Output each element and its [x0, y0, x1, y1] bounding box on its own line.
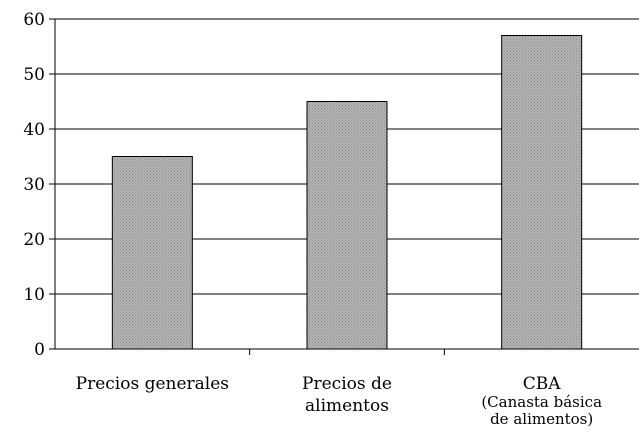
bar [111, 156, 193, 350]
x-category-sublabel: de alimentos) [490, 410, 593, 428]
y-tick-label: 30 [23, 175, 45, 195]
y-tick-label: 20 [23, 230, 45, 250]
x-category-sublabel: (Canasta básica [481, 393, 602, 411]
labels: 0 10 20 30 40 50 60 Precios generales Precios de… [23, 10, 602, 428]
y-tick-label: 50 [23, 65, 45, 85]
bar [306, 101, 388, 350]
bar [501, 35, 583, 350]
y-tick-label: 60 [23, 10, 45, 30]
y-tick-label: 10 [23, 285, 45, 305]
x-category-label: alimentos [305, 396, 389, 416]
y-tick-label: 0 [34, 340, 45, 360]
x-category-label: CBA [523, 374, 562, 394]
x-category-label: Precios de [302, 374, 392, 394]
axes [49, 18, 639, 355]
x-category-label: Precios generales [76, 374, 229, 394]
y-tick-label: 40 [23, 120, 45, 140]
bars [111, 35, 583, 350]
